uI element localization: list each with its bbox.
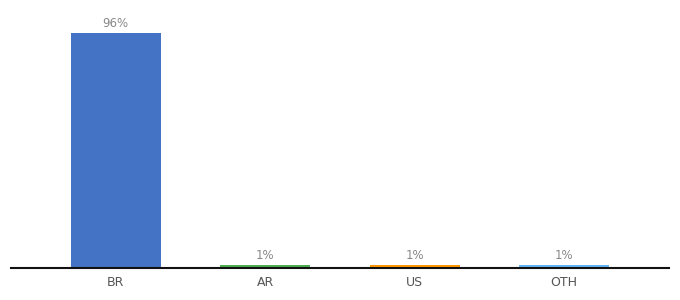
Bar xyxy=(520,265,609,268)
Text: 1%: 1% xyxy=(405,249,424,262)
Text: 96%: 96% xyxy=(103,17,129,30)
Bar xyxy=(370,265,460,268)
Text: 1%: 1% xyxy=(256,249,275,262)
Bar xyxy=(71,33,160,268)
Bar xyxy=(220,265,310,268)
Text: 1%: 1% xyxy=(555,249,573,262)
